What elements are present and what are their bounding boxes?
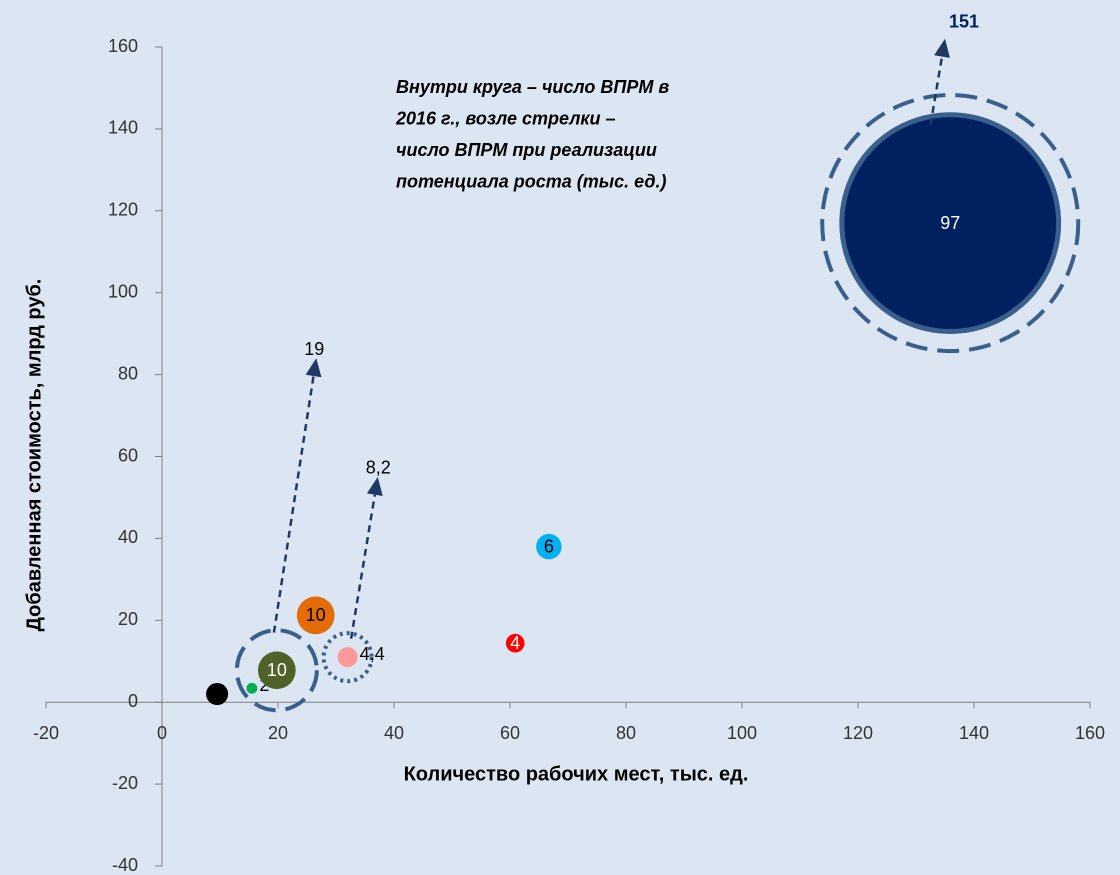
arrow-head [934,38,950,58]
potential-ring [234,628,319,713]
bubble [246,682,258,694]
y-tick-label: 80 [118,363,138,383]
x-tick-label: 40 [384,723,404,743]
y-tick-label: 120 [108,200,138,220]
y-tick-label: 160 [108,36,138,56]
bubble [296,596,335,635]
y-tick-label: 60 [118,445,138,465]
bubble-label: 6 [544,536,554,556]
arrow-line [272,375,315,633]
bubble [337,647,358,668]
bubble [206,682,229,706]
arrow-head [305,358,322,378]
bubble [505,633,525,653]
y-axis-title: Добавленная стоимость, млрд руб. [23,279,45,632]
y-tick-label: -40 [112,855,138,875]
y-tick-label: 100 [108,281,138,301]
y-tick-label: 40 [118,527,138,547]
y-tick-label: 20 [118,609,138,629]
x-tick-label: 60 [500,723,520,743]
bubble-label: 2 [259,675,269,695]
x-tick-label: 120 [843,723,873,743]
arrow-head [366,476,383,497]
bubble-label: 10 [267,660,287,680]
bubble-label: 97 [940,213,960,233]
x-tick-label: 140 [959,723,989,743]
bubble-label: 4 [510,633,520,653]
y-tick-label: 140 [108,118,138,138]
arrow-label: 151 [949,12,979,32]
y-tick-label: 0 [128,691,138,711]
x-tick-label: 20 [268,723,288,743]
note: Внутри круга – число ВПРМ в [396,77,669,97]
note: 2016 г., возле стрелки – [395,108,616,128]
bubble-label: 10 [306,605,326,625]
x-tick-label: -20 [33,723,59,743]
x-axis-title: Количество рабочих мест, тыс. ед. [404,763,749,785]
arrow-line [349,494,377,639]
bubble-label: 4,4 [360,644,385,664]
bubble [257,651,296,690]
potential-ring [321,631,374,684]
note: число ВПРМ при реализации [396,140,657,160]
x-tick-label: 0 [157,723,167,743]
bubble [839,112,1062,334]
potential-ring [820,93,1081,354]
note: потенциала роста (тыс. ед.) [396,171,666,191]
arrow-label: 19 [304,339,324,359]
arrow-label: 8,2 [366,458,391,478]
bubble [536,533,562,560]
y-tick-label: -20 [112,773,138,793]
x-tick-label: 160 [1075,723,1105,743]
x-tick-label: 100 [727,723,757,743]
x-tick-label: 80 [616,723,636,743]
